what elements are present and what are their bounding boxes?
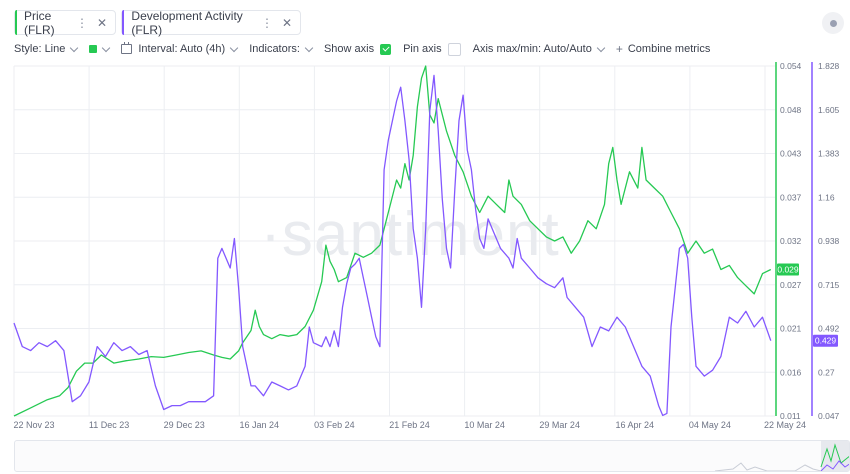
left-axis-tick-label: 0.043 (780, 149, 802, 159)
circle-dot-icon[interactable] (822, 12, 844, 34)
tab-development-activity[interactable]: Development Activity (FLR) ⋮ ✕ (121, 8, 301, 37)
right-axis-tick-label: 1.828 (818, 61, 840, 71)
chevron-down-icon (70, 43, 79, 52)
left-axis-tick-label: 0.016 (780, 367, 802, 377)
indicators-label: Indicators: (249, 43, 300, 55)
x-tick-label: 03 Feb 24 (314, 420, 355, 430)
price-current-value: 0.029 (777, 264, 799, 274)
chart-toolbar: Style: Line Interval: Auto (4h) Indicato… (14, 41, 722, 57)
x-tick-label: 22 Nov 23 (13, 420, 54, 430)
left-axis-tick-label: 0.032 (780, 236, 802, 246)
close-icon[interactable]: ✕ (96, 15, 107, 30)
watermark: ·santiment (260, 200, 559, 269)
pin-axis-toggle[interactable]: Pin axis (403, 42, 461, 56)
x-tick-label: 29 Mar 24 (539, 420, 580, 430)
price-series-line (13, 65, 772, 417)
style-label: Style: Line (14, 43, 66, 55)
x-tick-label: 29 Dec 23 (164, 420, 205, 430)
x-tick-label: 10 Mar 24 (464, 420, 505, 430)
interval-label: Interval: Auto (4h) (138, 43, 226, 55)
dev-activity-current-badge (813, 334, 838, 347)
more-vertical-icon[interactable]: ⋮ (75, 15, 88, 30)
right-axis-tick-label: 1.16 (818, 192, 835, 202)
checkbox-icon[interactable] (447, 42, 461, 56)
right-axis-tick-label: 0.715 (818, 280, 840, 290)
left-axis-tick-label: 0.037 (780, 192, 802, 202)
dev-activity-series-line (13, 74, 772, 417)
tab-label: Price (FLR) (23, 8, 55, 37)
color-swatch-icon (89, 45, 98, 53)
chevron-down-icon (596, 43, 606, 52)
left-axis-tick-label: 0.027 (780, 280, 802, 290)
right-axis-tick-label: 0.938 (818, 236, 840, 246)
tab-price-flr[interactable]: Price (FLR) ⋮ ✕ (14, 8, 116, 37)
right-axis-tick-label: 0.27 (818, 367, 835, 377)
chevron-down-icon (229, 43, 239, 52)
left-axis-tick-label: 0.021 (780, 324, 802, 334)
right-axis-tick-label: 0.492 (818, 324, 840, 334)
x-tick-label: 22 May 24 (764, 420, 806, 430)
dev-activity-current-value: 0.429 (815, 336, 837, 346)
right-axis-tick-label: 1.605 (818, 105, 840, 115)
gridlines (13, 65, 775, 417)
calendar-icon (121, 42, 133, 54)
navigator-sparkline (714, 441, 849, 471)
pin-axis-label: Pin axis (403, 43, 442, 55)
right-axis-tick-label: 1.383 (818, 149, 840, 159)
left-axis-tick-label: 0.011 (780, 411, 801, 421)
indicators-dropdown[interactable]: Indicators: (249, 43, 314, 55)
left-axis-tick-label: 0.048 (780, 105, 802, 115)
combine-metrics-button[interactable]: + Combine metrics (616, 42, 711, 56)
interval-dropdown[interactable]: Interval: Auto (4h) (121, 42, 239, 55)
right-axis-tick-label: 0.047 (818, 411, 840, 421)
checkbox-checked-icon[interactable] (380, 43, 392, 55)
more-vertical-icon[interactable]: ⋮ (260, 15, 273, 30)
x-tick-label: 11 Dec 23 (89, 420, 129, 430)
price-current-badge (777, 263, 799, 276)
x-tick-label: 16 Jan 24 (240, 420, 280, 430)
color-picker[interactable] (89, 43, 111, 53)
close-icon[interactable]: ✕ (281, 15, 292, 30)
plus-icon: + (615, 42, 623, 56)
axis-maxmin-label: Axis max/min: Auto/Auto (472, 43, 592, 55)
range-navigator[interactable] (14, 440, 850, 472)
show-axis-label: Show axis (323, 43, 375, 55)
chevron-down-icon (102, 43, 111, 52)
chevron-down-icon (304, 43, 314, 52)
show-axis-toggle[interactable]: Show axis (323, 43, 392, 55)
combine-label: Combine metrics (627, 43, 711, 55)
left-axis-tick-label: 0.054 (780, 61, 802, 71)
style-dropdown[interactable]: Style: Line (14, 43, 79, 55)
x-tick-label: 21 Feb 24 (389, 420, 430, 430)
tab-label: Development Activity (FLR) (131, 8, 243, 37)
x-tick-label: 16 Apr 24 (616, 420, 655, 430)
axis-maxmin-dropdown[interactable]: Axis max/min: Auto/Auto (472, 43, 606, 55)
series-color-bar (122, 10, 125, 35)
x-tick-label: 04 May 24 (689, 420, 731, 430)
series-color-bar (15, 10, 17, 35)
